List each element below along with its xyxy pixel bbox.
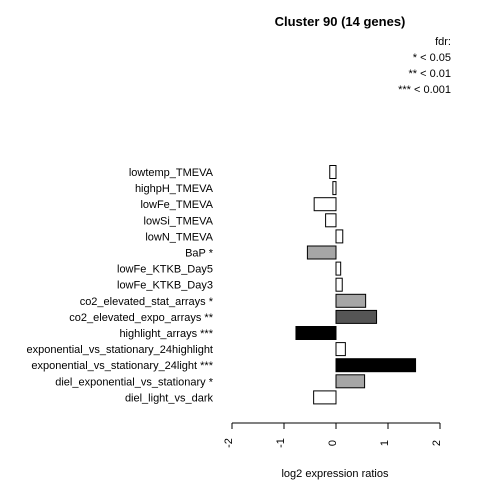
bar-9 [335, 293, 367, 308]
bar-7 [335, 261, 342, 276]
category-label: BaP * [185, 248, 214, 260]
bar-11 [295, 326, 337, 340]
category-label: diel_light_vs_dark [125, 392, 214, 404]
category-label: lowFe_KTKB_Day5 [117, 264, 213, 276]
bar-4 [325, 213, 337, 228]
category-label: lowFe_TMEVA [140, 199, 213, 211]
category-label: highlight_arrays *** [119, 328, 213, 340]
category-label: lowN_TMEVA [145, 231, 213, 243]
bar-5 [335, 229, 344, 244]
bar-6 [306, 245, 337, 260]
category-label: co2_elevated_expo_arrays ** [69, 312, 213, 324]
legend-title: fdr: [435, 36, 451, 48]
category-label: highpH_TMEVA [135, 183, 214, 195]
bar-1 [329, 165, 337, 179]
x-tick-label: 1 [379, 440, 391, 446]
legend-entry-3: *** < 0.001 [398, 84, 451, 96]
bars-group [295, 165, 417, 405]
category-label: exponential_vs_stationary_24light *** [31, 360, 213, 372]
x-tick-label: 0 [327, 440, 339, 446]
category-label: exponential_vs_stationary_24highlight [26, 344, 213, 356]
bar-10 [335, 309, 378, 324]
bar-2 [332, 181, 337, 196]
category-labels: lowtemp_TMEVA highpH_TMEVA lowFe_TMEVA lowS… [26, 167, 213, 404]
category-label: diel_exponential_vs_stationary * [55, 376, 213, 388]
chart-title: Cluster 90 (14 genes) [275, 14, 406, 29]
bar-15 [313, 390, 337, 405]
bar-3 [313, 197, 337, 212]
category-label: co2_elevated_stat_arrays * [80, 296, 214, 308]
x-tick-label: 2 [431, 440, 443, 446]
bar-14 [335, 374, 366, 389]
legend-entry-2: ** < 0.01 [408, 68, 451, 80]
legend-entry-1: * < 0.05 [413, 52, 451, 64]
category-label: lowSi_TMEVA [144, 215, 214, 227]
x-axis: -2 -1 0 1 2 [223, 422, 443, 448]
category-label: lowtemp_TMEVA [129, 167, 214, 179]
category-label: lowFe_KTKB_Day3 [117, 280, 213, 292]
bar-8 [335, 277, 343, 292]
x-tick-label: -1 [275, 438, 287, 448]
x-axis-label: log2 expression ratios [281, 468, 389, 480]
fdr-legend: fdr: * < 0.05 ** < 0.01 *** < 0.001 [398, 36, 451, 96]
bar-13 [335, 358, 417, 373]
x-tick-label: -2 [223, 438, 235, 448]
bar-12 [335, 342, 346, 357]
